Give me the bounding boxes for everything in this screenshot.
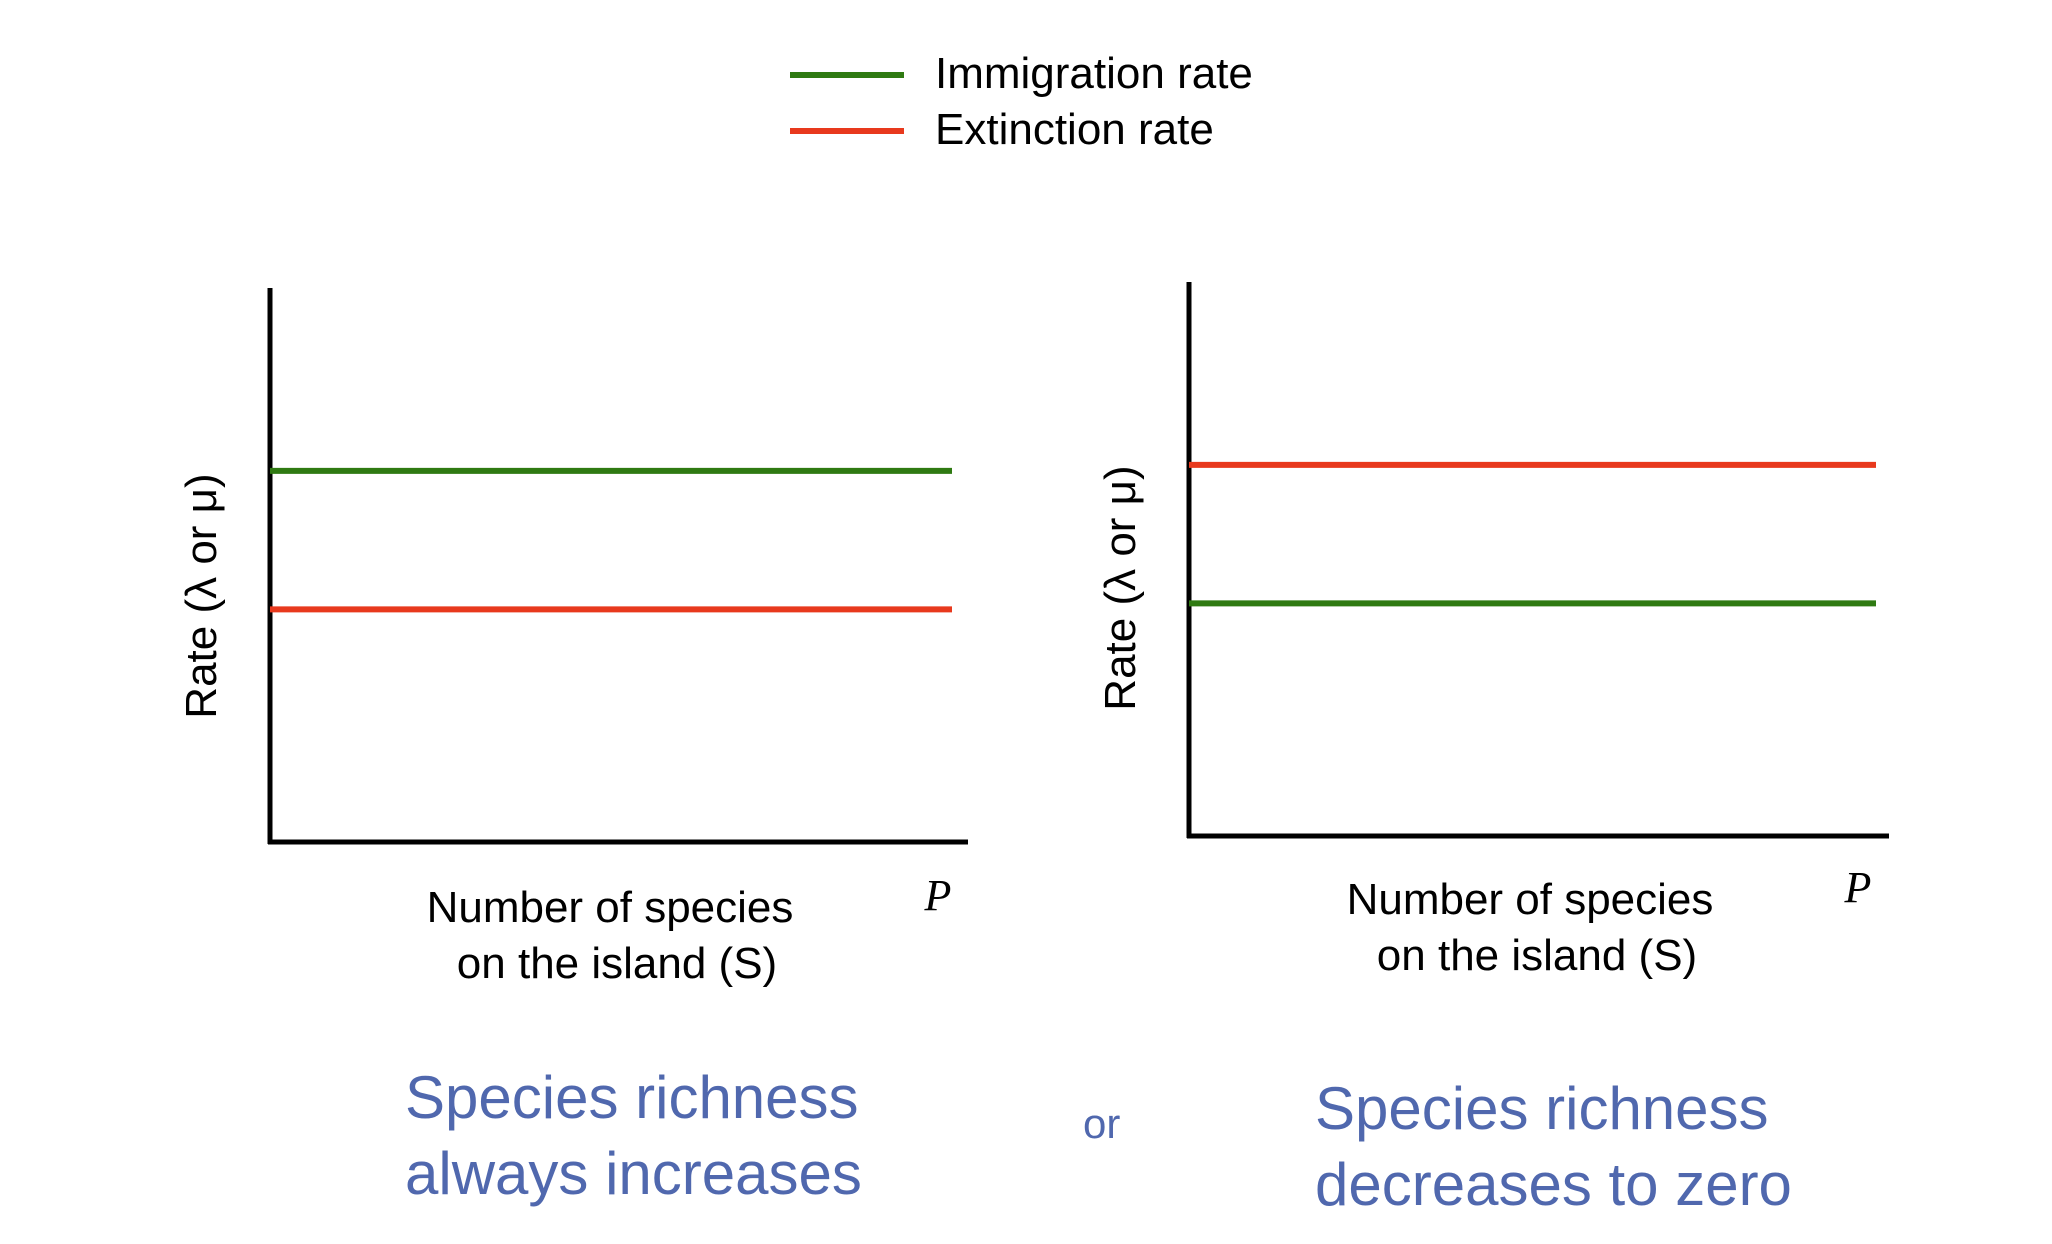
series-group-right [1189,461,1876,607]
caption-left: Species richness always increases [405,1060,862,1212]
chart-right: Rate (λ or μ) Number of species on the i… [1096,282,1889,980]
x-axis-label-left-line2: on the island (S) [457,939,777,988]
x-axis-label-right-line2: on the island (S) [1377,931,1697,980]
or-label: or [1083,1100,1121,1147]
caption-left-line2: always increases [405,1140,862,1207]
caption-left-line1: Species richness [405,1064,859,1131]
x-end-label-right: P [1844,863,1872,912]
x-end-label-left: P [924,871,952,920]
legend-swatch-immigration [790,72,904,78]
legend-label-immigration: Immigration rate [935,49,1253,98]
legend-swatch-extinction [790,128,904,134]
series-group-left [270,467,952,613]
y-axis-label-left: Rate (λ or μ) [177,473,226,718]
y-axis-label-right: Rate (λ or μ) [1096,465,1145,710]
x-axis-label-right-line1: Number of species [1347,875,1714,924]
x-axis-label-left-line1: Number of species [427,883,794,932]
caption-right-line1: Species richness [1315,1075,1769,1142]
chart-left: Rate (λ or μ) Number of species on the i… [177,288,968,988]
legend-label-extinction: Extinction rate [935,105,1214,154]
caption-right: Species richness decreases to zero [1315,1071,1792,1223]
caption-right-line2: decreases to zero [1315,1151,1792,1218]
